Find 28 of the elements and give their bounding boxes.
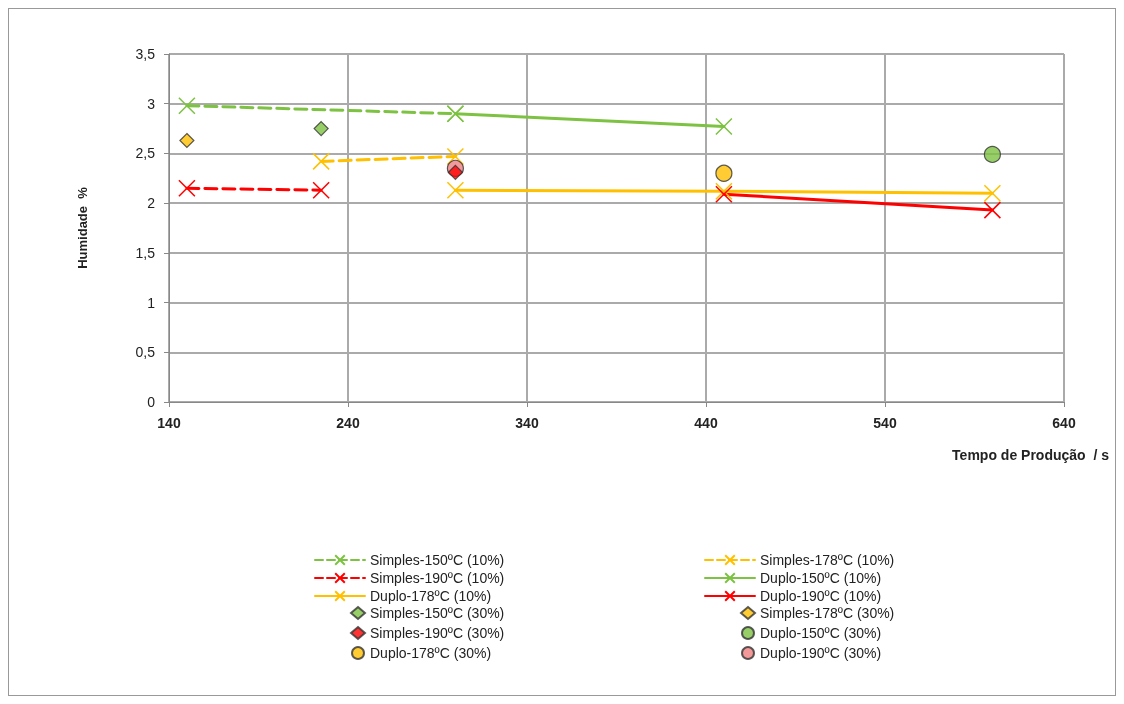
legend-label: Simples-178ºC (10%) — [760, 552, 895, 568]
y-tick-label: 0,5 — [135, 344, 156, 361]
x-tick-label: 240 — [336, 415, 360, 431]
x-tick-label: 340 — [515, 415, 539, 431]
legend-label: Simples-190ºC (30%) — [370, 625, 505, 641]
x-axis-title: Tempo de Produção / s — [952, 447, 1110, 463]
legend-label: Simples-178ºC (30%) — [760, 605, 895, 621]
x-tick-label: 540 — [873, 415, 897, 431]
y-tick-label: 1,5 — [135, 244, 156, 261]
legend-label: Duplo-190ºC (30%) — [760, 645, 882, 661]
y-tick-label: 2,5 — [135, 145, 156, 162]
y-axis-title: Humidade % — [75, 186, 90, 269]
legend-label: Duplo-178ºC (30%) — [370, 645, 492, 661]
y-tick-label: 1 — [147, 294, 156, 311]
y-tick-label: 2 — [147, 195, 156, 212]
x-tick-label: 440 — [694, 415, 718, 431]
x-tick-label: 140 — [157, 415, 181, 431]
legend-label: Simples-150ºC (30%) — [370, 605, 505, 621]
legend-label: Duplo-190ºC (10%) — [760, 588, 882, 604]
legend-label: Simples-190ºC (10%) — [370, 570, 505, 586]
legend-label: Duplo-178ºC (10%) — [370, 588, 492, 604]
y-tick-label: 3 — [147, 95, 156, 112]
legend-label: Simples-150ºC (10%) — [370, 552, 505, 568]
y-tick-label: 3,5 — [135, 46, 156, 62]
x-tick-label: 640 — [1052, 415, 1076, 431]
legend-label: Duplo-150ºC (10%) — [760, 570, 882, 586]
y-tick-label: 0 — [147, 394, 156, 410]
legend-label: Duplo-150ºC (30%) — [760, 625, 882, 641]
